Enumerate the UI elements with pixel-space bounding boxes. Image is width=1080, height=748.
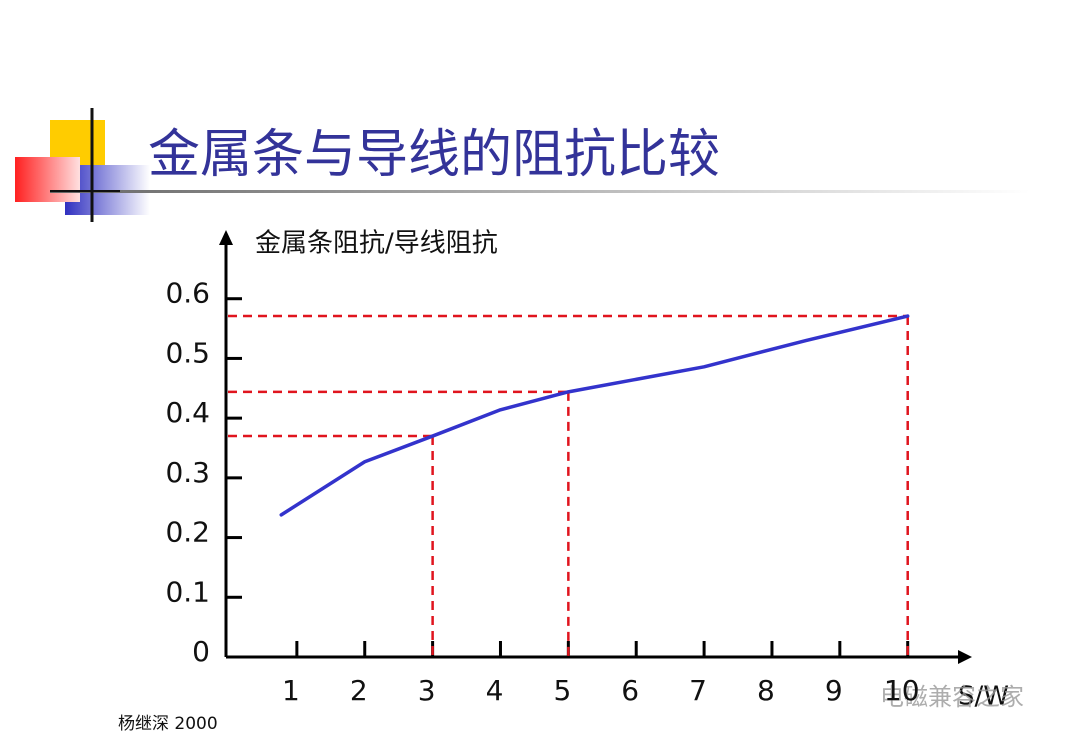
watermark: 电磁兼容之家	[880, 683, 1024, 711]
x-tick-label: 3	[418, 674, 436, 707]
x-tick-label: 6	[621, 674, 639, 707]
footer: 杨继深 2000	[118, 714, 218, 734]
x-tick-label: 8	[757, 674, 775, 707]
title-decoration	[15, 108, 1030, 222]
y-axis-arrow	[219, 230, 233, 245]
y-tick-label: 0.4	[165, 396, 210, 429]
x-tick-label: 5	[553, 674, 571, 707]
x-axis-label: S/W	[958, 682, 1009, 712]
x-tick-label: 1	[282, 674, 300, 707]
y-tick-label: 0.5	[165, 336, 210, 369]
x-tick-label: 7	[689, 674, 707, 707]
y-tick-label: 0.6	[165, 277, 210, 310]
x-tick-label: 4	[486, 674, 504, 707]
x-tick-label: 9	[825, 674, 843, 707]
x-tick-label: 2	[350, 674, 368, 707]
y-tick-label: 0.3	[165, 456, 210, 489]
x-axis-arrow	[958, 650, 972, 664]
y-tick-label: 0.1	[165, 575, 210, 608]
y-tick-label: 0	[192, 635, 210, 668]
slide-title: 金属条与导线的阻抗比较	[148, 125, 720, 185]
y-axis-label: 金属条阻抗/导线阻抗	[255, 229, 498, 259]
y-tick-label: 0.2	[165, 516, 210, 549]
x-tick-label: 10	[884, 674, 920, 707]
data-line	[279, 314, 910, 517]
